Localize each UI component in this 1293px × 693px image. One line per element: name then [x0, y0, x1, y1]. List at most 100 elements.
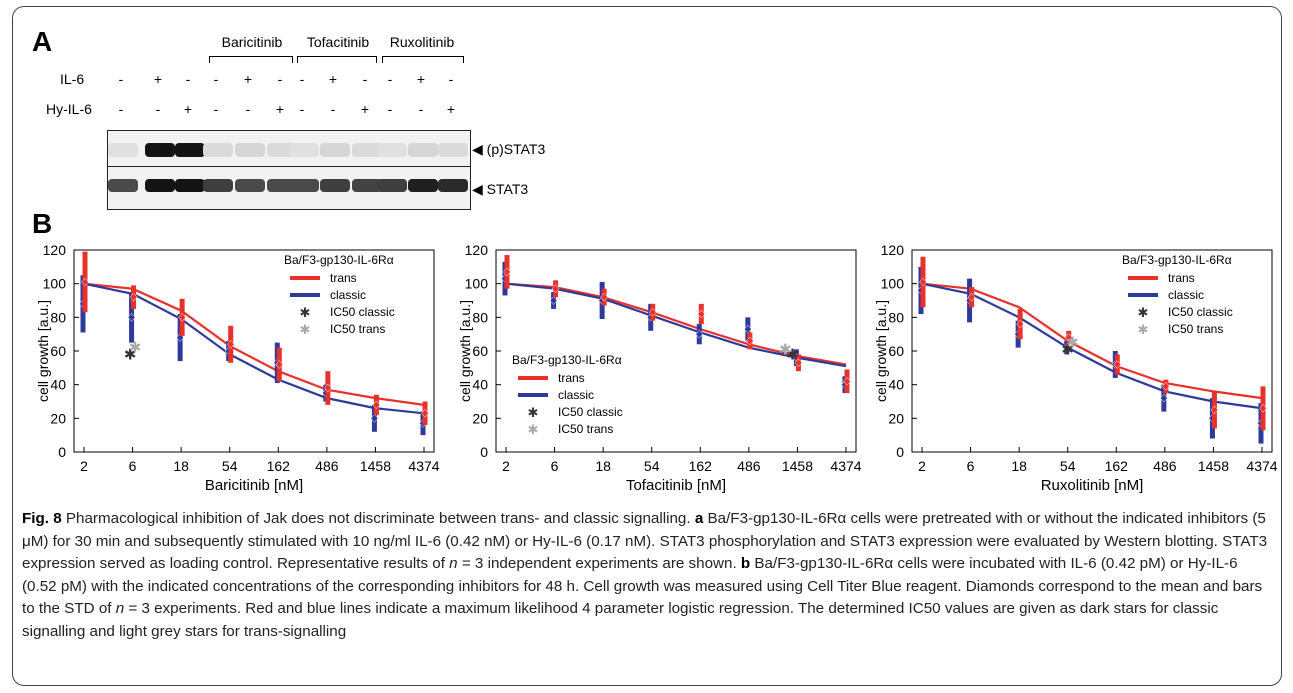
caption-n-2: n	[115, 600, 125, 618]
x-tick-label: 2	[502, 458, 510, 474]
legend-label: classic	[558, 388, 594, 402]
treatment-sign: +	[416, 71, 426, 87]
treatment-sign: -	[118, 101, 124, 117]
y-tick-label: 100	[43, 276, 67, 292]
x-tick-label: 6	[967, 458, 975, 474]
treatment-sign: -	[387, 101, 393, 117]
treatment-sign: -	[418, 101, 424, 117]
blot-band	[438, 143, 468, 157]
y-tick-label: 120	[43, 242, 67, 258]
caption-a-text: Ba/F3-gp130-IL-6Rα cells were pretreated…	[22, 510, 1268, 573]
series-line-classic	[921, 282, 1263, 410]
caption-n: n	[449, 555, 458, 573]
x-tick-label: 162	[1105, 458, 1129, 474]
x-tick-label: 4374	[830, 458, 861, 474]
data-point-trans	[1113, 360, 1122, 369]
data-point-classic	[695, 329, 704, 339]
ic50-trans-star: ✱	[129, 340, 142, 357]
data-point-trans	[697, 309, 706, 319]
data-point-classic	[370, 413, 379, 423]
x-tick-label: 1458	[782, 458, 813, 474]
data-point-trans	[275, 360, 284, 369]
plot-frame	[495, 249, 857, 453]
x-tick-label: 4374	[408, 458, 439, 474]
series-line-classic	[83, 282, 425, 415]
treatment-sign: +	[183, 101, 193, 117]
ic50-trans-star: ✱	[1066, 335, 1079, 352]
legend-label: trans	[330, 271, 357, 285]
caption-fig-number: Fig. 8	[22, 510, 62, 527]
treatment-sign: -	[245, 101, 251, 117]
blot-label-pstat3: ◀ (p)STAT3	[472, 141, 545, 158]
data-point-trans	[1210, 405, 1219, 415]
y-axis-label: cell growth [a.u.]	[457, 300, 473, 402]
panel-a-letter: A	[32, 26, 53, 57]
y-tick-label: 80	[888, 309, 904, 325]
data-point-classic	[127, 312, 136, 322]
treatment-sign: +	[360, 101, 370, 117]
panel-b-letter: B	[32, 208, 53, 239]
y-tick-label: 20	[472, 410, 488, 426]
legend-label: IC50 classic	[1168, 305, 1233, 319]
blot-band	[175, 143, 205, 157]
legend-label: IC50 trans	[1168, 322, 1223, 336]
blot-band	[377, 143, 407, 157]
blot-band	[108, 179, 138, 192]
blot-band	[235, 179, 265, 192]
y-tick-label: 40	[888, 377, 904, 393]
blot-pstat3	[107, 130, 471, 168]
data-point-trans	[967, 292, 976, 302]
ic50-classic-star: ✱	[1061, 341, 1074, 358]
treatment-sign: -	[213, 71, 219, 87]
caption-title: Pharmacological inhibition of Jak does n…	[61, 510, 695, 527]
legend-label: trans	[558, 371, 585, 385]
ic50-classic-star: ✱	[786, 346, 799, 363]
legend-star-swatch: ✱	[1138, 322, 1149, 337]
x-tick-label: 18	[595, 458, 611, 474]
treatment-sign: +	[446, 101, 456, 117]
data-point-trans	[503, 267, 511, 277]
figure-caption: Fig. 8 Pharmacological inhibition of Jak…	[22, 508, 1272, 644]
legend-label: IC50 trans	[558, 422, 613, 436]
x-tick-label: 1458	[1198, 458, 1229, 474]
y-axis-label: cell growth [a.u.]	[873, 300, 889, 402]
data-point-classic	[1160, 393, 1168, 403]
data-point-trans	[421, 408, 429, 418]
ic50-trans-star: ✱	[779, 341, 792, 358]
x-tick-label: 1458	[360, 458, 391, 474]
x-axis-label: Baricitinib [nM]	[205, 477, 303, 494]
data-point-trans	[919, 277, 927, 287]
chart-tofacitinib: 0 20 40 60 80 100 120 2 6 18 54 162 486 1458 4374 Tofac…	[457, 242, 862, 494]
data-point-trans	[324, 383, 332, 393]
blot-band	[352, 143, 382, 157]
data-point-trans	[129, 292, 138, 302]
x-tick-label: 162	[267, 458, 291, 474]
legend-title: Ba/F3-gp130-IL-6Rα	[512, 353, 622, 367]
y-tick-label: 80	[472, 309, 488, 325]
treatment-sign: +	[328, 71, 338, 87]
data-point-trans	[648, 307, 657, 317]
treatment-sign: +	[243, 71, 253, 87]
blot-band	[438, 179, 468, 192]
x-tick-label: 162	[689, 458, 713, 474]
y-tick-label: 120	[881, 242, 905, 258]
row-label-il6: IL-6	[60, 71, 85, 87]
y-tick-label: 20	[888, 410, 904, 426]
data-point-trans	[794, 358, 803, 368]
legend-label: trans	[1168, 271, 1195, 285]
series-line-trans	[505, 282, 847, 366]
treatment-sign: -	[299, 71, 305, 87]
treatment-sign: -	[213, 101, 219, 117]
legend-label: IC50 classic	[558, 405, 623, 419]
x-tick-label: 486	[737, 458, 761, 474]
y-tick-label: 60	[50, 343, 66, 359]
y-tick-label: 120	[465, 242, 489, 258]
blot-band	[408, 179, 438, 192]
chart-baricitinib: 0 20 40 60 80 100 120 2 6 18 54 162 486 1458 4374 Baric…	[35, 242, 440, 494]
data-point-trans	[178, 312, 186, 322]
x-tick-label: 18	[173, 458, 189, 474]
treatment-sign: -	[330, 101, 336, 117]
caption-a: a	[694, 510, 704, 527]
data-point-trans	[1016, 319, 1024, 329]
data-point-classic	[549, 296, 558, 305]
